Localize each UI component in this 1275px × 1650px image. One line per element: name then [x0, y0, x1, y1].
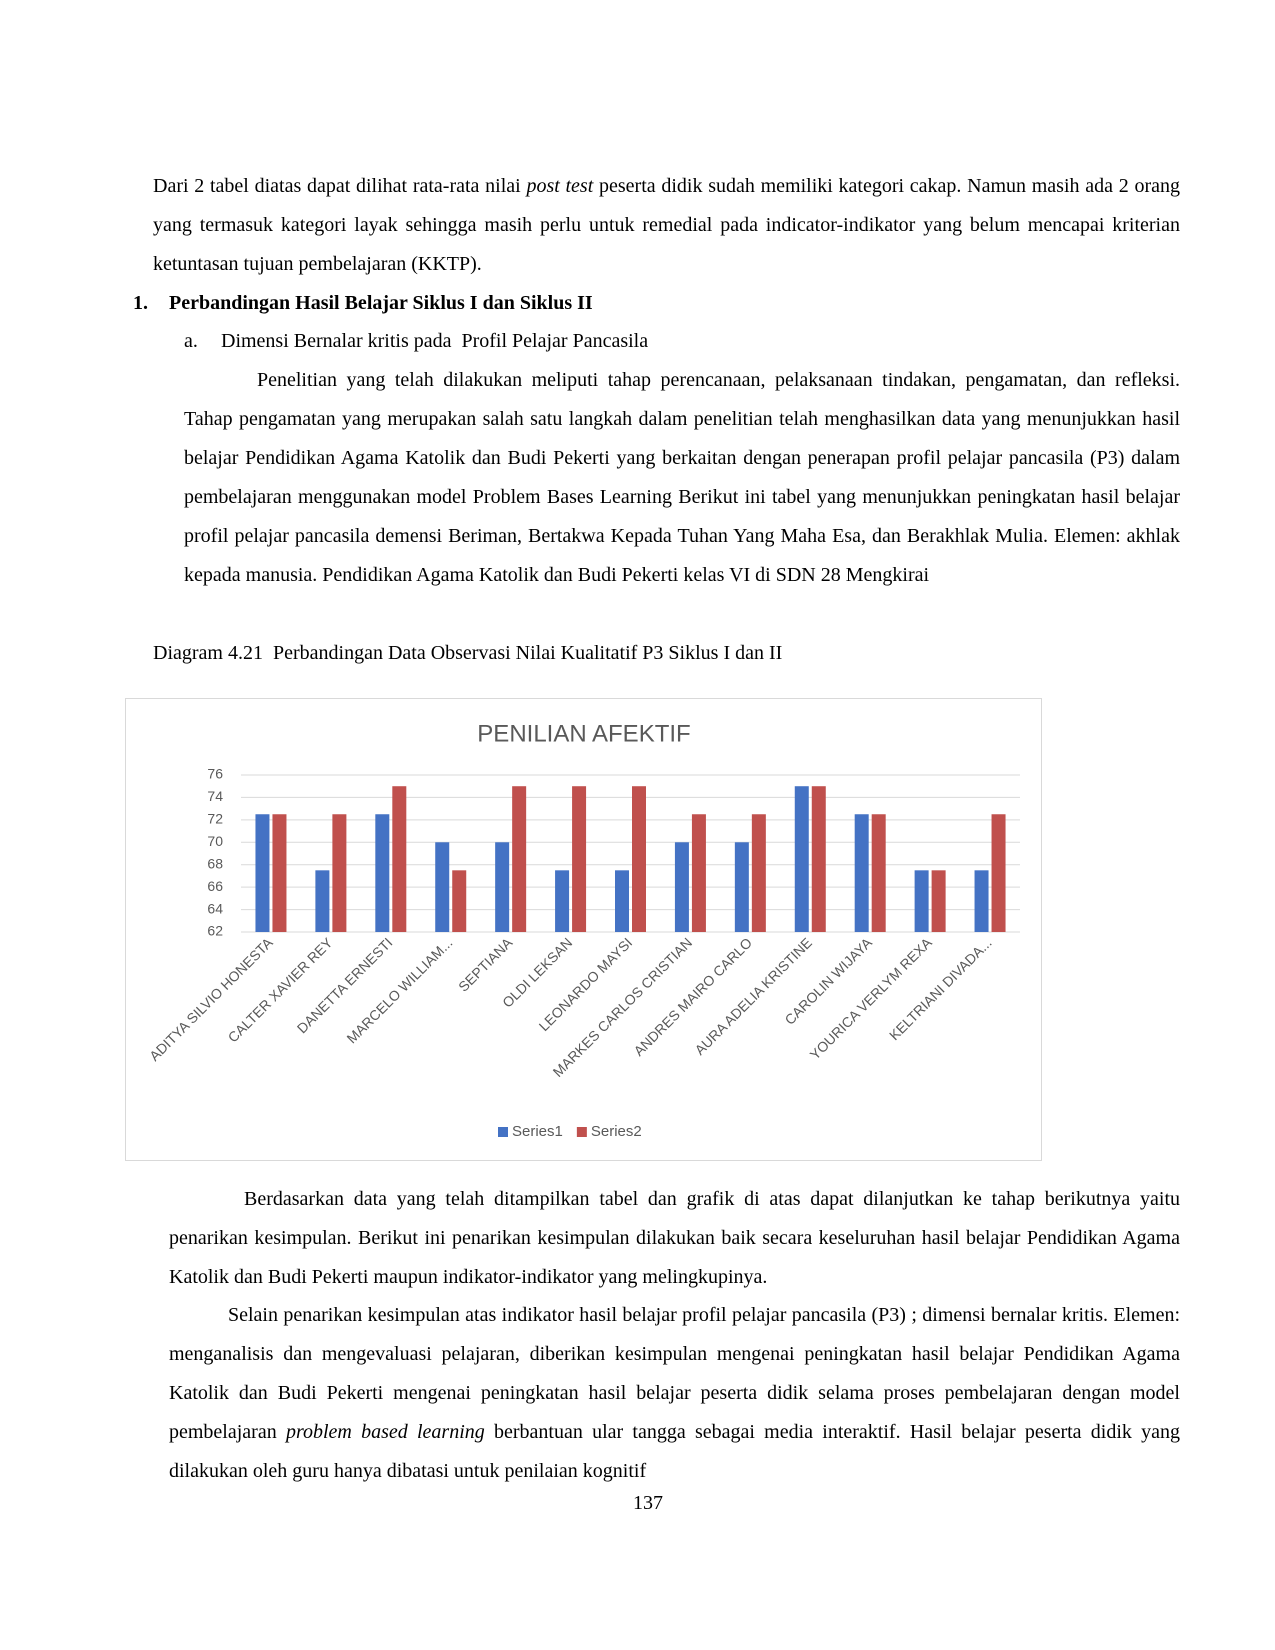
x-tick-label: KELTRIANI DIVADA... [886, 934, 995, 1043]
y-tick-label: 66 [207, 878, 223, 894]
paragraph: Selain penarikan kesimpulan atas indikat… [169, 1296, 1180, 1491]
bar [572, 786, 587, 932]
x-tick-label: ADITYA SILVIO HONESTA [146, 934, 276, 1064]
bar [871, 814, 886, 932]
y-tick-label: 72 [207, 811, 223, 827]
chart: PENILIAN AFEKTIF 62 64 66 68 70 72 74 76 ADITYA … [146, 720, 1020, 1140]
y-tick-label: 74 [207, 788, 223, 804]
subheading-number: a. [184, 330, 198, 352]
x-tick-label: ANDRES MAIRO CARLO [630, 934, 755, 1059]
page-number: 137 [633, 1492, 663, 1514]
paragraph: Dari 2 tabel diatas dapat dilihat rata-r… [153, 167, 1180, 284]
chart-title: PENILIAN AFEKTIF [477, 720, 690, 747]
x-tick-label: AURA ADELIA KRISTINE [691, 934, 815, 1058]
text-run: Dari 2 tabel diatas dapat dilihat rata-r… [153, 175, 527, 197]
bar [691, 814, 706, 932]
subheading: Dimensi Bernalar kritis pada Profil Pela… [221, 330, 649, 352]
bar [332, 814, 347, 932]
text-run: peserta didik sudah memiliki kategori ca… [153, 175, 1180, 275]
bar [991, 814, 1006, 932]
chart-frame: PENILIAN AFEKTIF 62 64 66 68 70 72 74 76 ADITYA … [125, 698, 1042, 1161]
heading-number: 1. [133, 292, 148, 314]
bar [632, 786, 646, 932]
y-tick-label: 68 [207, 855, 223, 871]
y-tick-label: 64 [207, 900, 223, 916]
bar [255, 814, 270, 932]
paragraph: Penelitian yang telah dilakukan meliputi… [184, 369, 1180, 586]
bar [495, 842, 510, 932]
bar [435, 842, 450, 932]
x-tick-label: YOURICA VERLYM REXA [807, 934, 936, 1063]
bar [974, 870, 989, 932]
bar [615, 870, 629, 932]
legend-label: Series2 [591, 1123, 642, 1140]
paragraph: Berdasarkan data yang telah ditampilkan … [169, 1188, 1180, 1288]
legend-label: Series1 [512, 1123, 563, 1140]
heading: Perbandingan Hasil Belajar Siklus I dan … [169, 292, 593, 314]
bar [751, 814, 766, 932]
text-run: Selain penarikan kesimpulan atas indikat… [169, 1304, 1180, 1443]
bar [674, 842, 689, 932]
bar [811, 786, 826, 932]
caption: Diagram 4.21 Perbandingan Data Observasi… [153, 642, 783, 664]
text-run: problem based learning [285, 1421, 485, 1443]
y-tick-label: 70 [207, 833, 223, 849]
legend-swatch [498, 1127, 508, 1137]
bar [931, 870, 946, 932]
x-tick-label: CALTER XAVIER REY [225, 934, 337, 1046]
y-tick-label: 76 [207, 766, 223, 782]
bar [452, 870, 467, 932]
bar [914, 870, 929, 932]
legend-swatch [576, 1127, 587, 1137]
y-tick-label: 62 [207, 923, 223, 939]
bar [854, 814, 869, 932]
bar [734, 842, 749, 932]
bar [315, 870, 330, 932]
x-tick-label: SEPTIANA [455, 934, 516, 995]
bar [794, 786, 809, 932]
text-run: post test [526, 175, 594, 197]
bar [512, 786, 527, 932]
text-run: berbantuan ular tangga sebagai media int… [169, 1421, 1180, 1482]
x-tick-label: MARCELO WILLIAM... [343, 934, 455, 1046]
bar [272, 814, 287, 932]
bar [555, 870, 570, 932]
bar [375, 814, 390, 932]
bar [392, 786, 407, 932]
